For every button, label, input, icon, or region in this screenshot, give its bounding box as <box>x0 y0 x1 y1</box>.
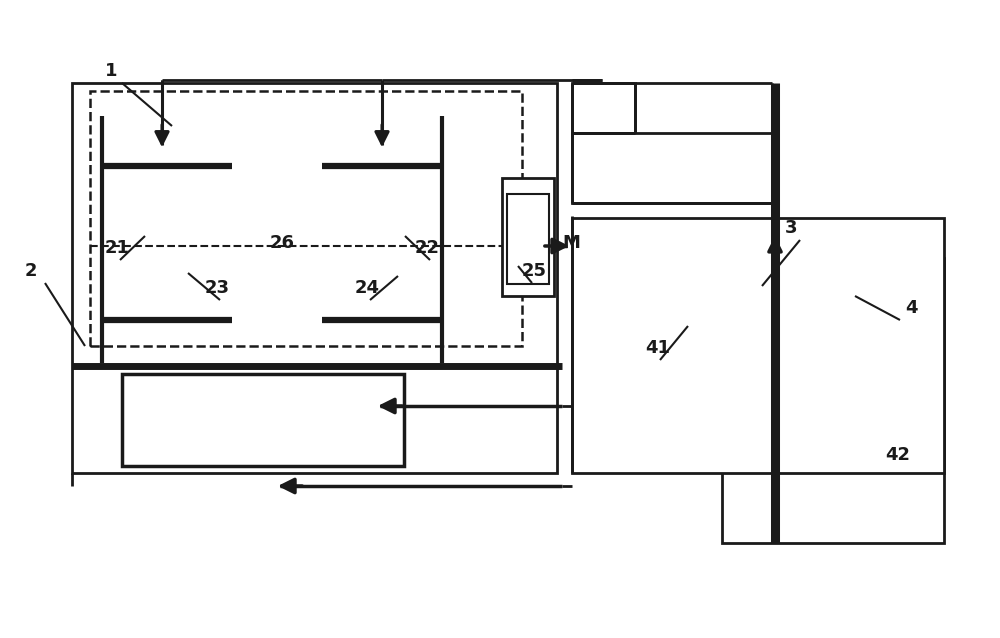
Text: 22: 22 <box>415 239 440 257</box>
Bar <box>722 258 944 543</box>
Bar <box>90 91 522 346</box>
Bar <box>122 374 404 466</box>
Text: 25: 25 <box>522 262 547 280</box>
Text: 1: 1 <box>105 62 118 80</box>
Bar <box>572 218 944 473</box>
Text: 23: 23 <box>205 279 230 297</box>
Bar <box>572 133 772 203</box>
Text: 26: 26 <box>270 234 295 252</box>
Bar <box>507 194 549 284</box>
Text: 2: 2 <box>25 262 38 280</box>
Text: 41: 41 <box>645 339 670 357</box>
Bar <box>502 178 554 296</box>
Text: 24: 24 <box>355 279 380 297</box>
Text: 3: 3 <box>785 219 798 237</box>
Text: M: M <box>562 234 580 252</box>
Bar <box>572 83 635 133</box>
Text: 21: 21 <box>105 239 130 257</box>
Text: 42: 42 <box>885 446 910 464</box>
Bar <box>72 83 557 473</box>
Text: 4: 4 <box>905 299 918 317</box>
